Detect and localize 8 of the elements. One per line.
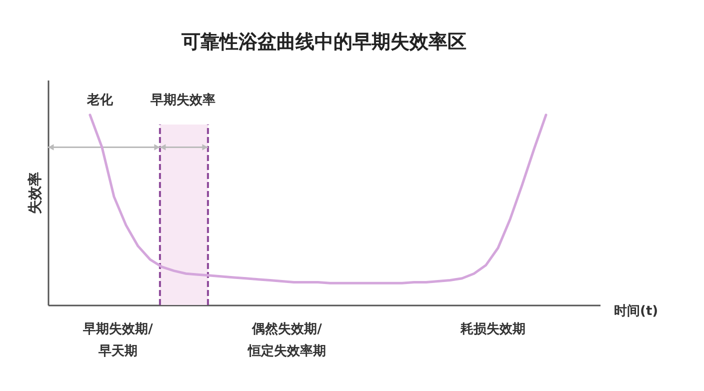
- text: 偶然失效期/ 恒定失效率期: [247, 322, 326, 359]
- text: 早期失效期/ 早天期: [82, 322, 154, 359]
- text: 早期失效率: [150, 92, 216, 108]
- text: 耗损失效期: [460, 321, 526, 337]
- x-axis-title: 时间(t): [614, 304, 658, 319]
- text: 老化: [86, 93, 114, 108]
- chart-title: 可靠性浴盆曲线中的早期失效率区: [180, 31, 466, 53]
- y-axis-title: 失效率: [26, 172, 44, 214]
